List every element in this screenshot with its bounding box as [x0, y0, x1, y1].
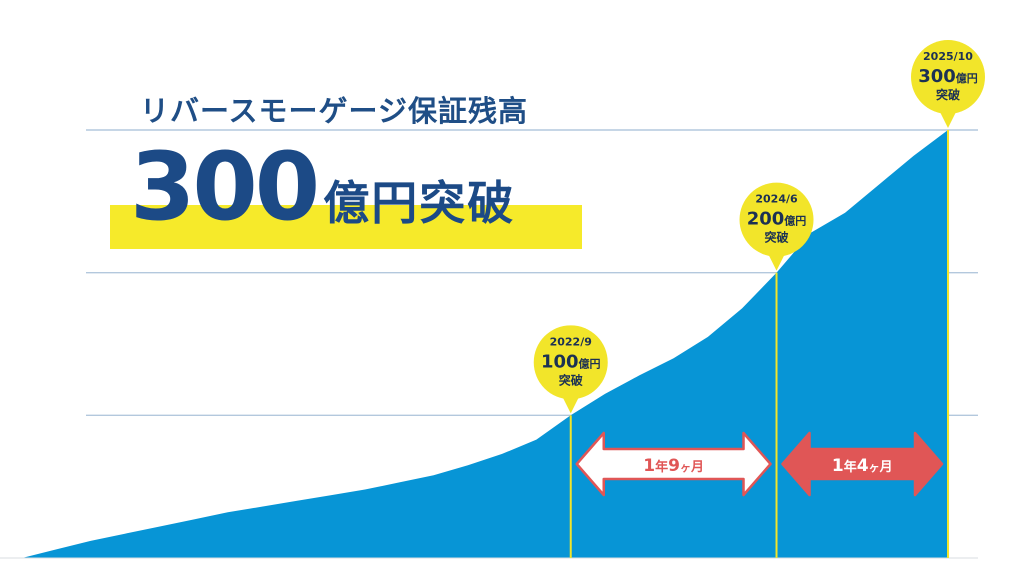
milestone-value: 200億円 [747, 209, 807, 230]
milestone-bubble-tail [561, 395, 580, 414]
interval-label: 1年4ヶ月 [832, 456, 893, 476]
milestone-note: 突破 [936, 87, 960, 102]
interval-arrow [781, 431, 944, 497]
chart-title: リバースモーゲージ保証残高 [140, 94, 528, 128]
milestone-date: 2024/6 [755, 193, 798, 206]
milestone-bubble-tail [939, 110, 957, 128]
milestone-note: 突破 [559, 372, 583, 387]
hero-unit: 億円突破 [323, 176, 516, 230]
hero-headline: 300 億円突破 [130, 133, 515, 243]
milestone-bubble [533, 325, 608, 400]
milestone-value: 300億円 [918, 66, 978, 87]
interval-label: 1年9ヶ月 [643, 456, 704, 476]
milestone-value: 100億円 [541, 351, 601, 372]
hero-highlight-band [110, 205, 582, 249]
interval-arrow [575, 431, 772, 497]
milestone-bubble-tail [767, 252, 786, 271]
milestone-bubble [911, 40, 985, 114]
milestone-date: 2025/10 [923, 50, 973, 63]
hero-number: 300 [130, 133, 320, 242]
milestone-bubble [739, 182, 814, 257]
milestone-note: 突破 [765, 230, 789, 245]
milestone-date: 2022/9 [550, 335, 592, 348]
